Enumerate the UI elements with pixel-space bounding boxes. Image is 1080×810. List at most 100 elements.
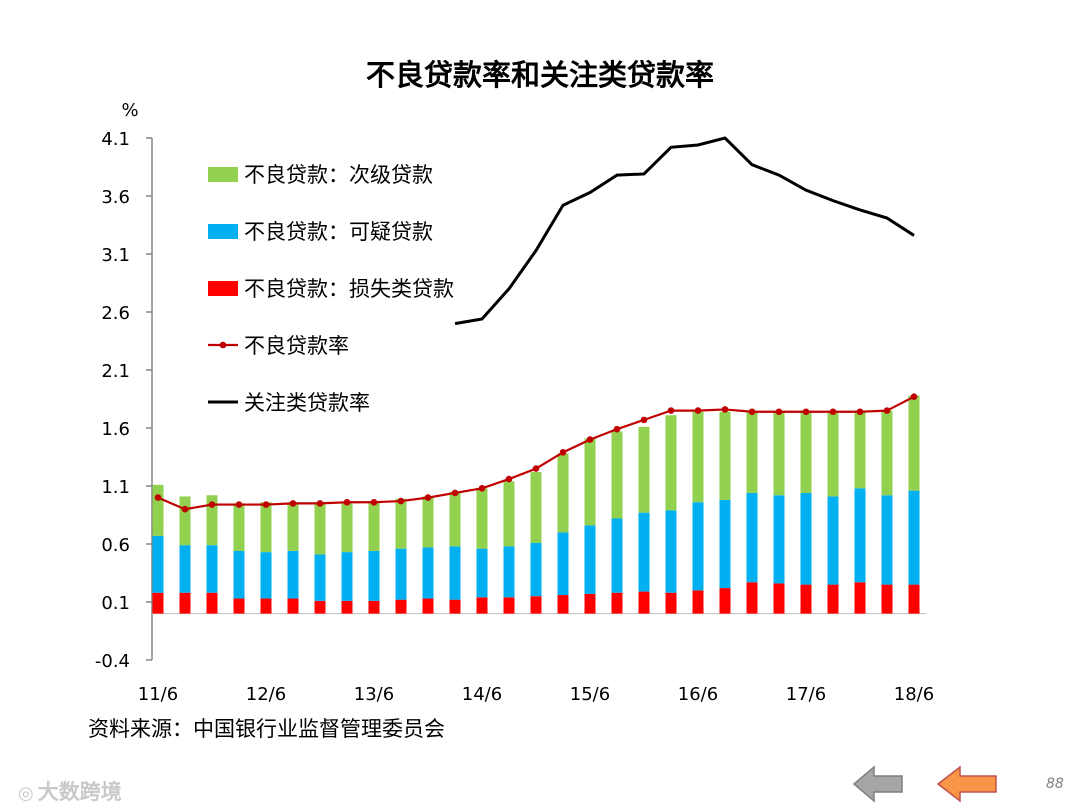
- bar-substandard: [638, 426, 650, 513]
- npl-ratio-marker: [208, 501, 216, 508]
- npl-ratio-marker: [235, 501, 243, 508]
- npl-ratio-marker: [424, 494, 432, 501]
- bar-substandard: [800, 410, 812, 493]
- npl-ratio-marker: [910, 393, 918, 400]
- bar-doubtful: [638, 512, 650, 592]
- page-number: 88: [1046, 776, 1064, 792]
- bar-doubtful: [800, 492, 812, 585]
- x-tick-label: 16/6: [678, 684, 718, 705]
- bar-doubtful: [719, 499, 731, 589]
- npl-ratio-marker: [883, 407, 891, 414]
- next-arrow-icon: [936, 765, 997, 803]
- bar-loss: [908, 584, 920, 614]
- bar-loss: [395, 599, 407, 614]
- npl-ratio-marker: [451, 489, 459, 497]
- bar-substandard: [368, 502, 380, 551]
- legend-label: 不良贷款率: [244, 334, 349, 358]
- y-tick-label: 1.6: [101, 419, 130, 440]
- bar-loss: [287, 598, 299, 614]
- bar-substandard: [557, 453, 569, 533]
- npl-ratio-marker: [370, 498, 378, 506]
- watermark: ◎ 大数跨境: [18, 776, 122, 806]
- y-tick-label: 2.6: [101, 303, 130, 324]
- x-tick-label: 17/6: [786, 684, 826, 705]
- bar-loss: [773, 583, 785, 614]
- bar-loss: [368, 600, 380, 614]
- y-tick-label: 1.1: [101, 477, 130, 498]
- y-tick-label: 0.6: [101, 535, 130, 556]
- bar-loss: [233, 598, 245, 614]
- bar-doubtful: [179, 545, 191, 593]
- npl-ratio-marker: [667, 407, 675, 414]
- bar-loss: [476, 597, 488, 614]
- bar-doubtful: [854, 488, 866, 583]
- bar-substandard: [584, 438, 596, 526]
- y-tick-label: -0.4: [95, 651, 130, 672]
- bar-doubtful: [584, 525, 596, 594]
- x-tick-label: 13/6: [354, 684, 394, 705]
- y-tick-label: 2.1: [101, 361, 130, 382]
- bar-substandard: [908, 395, 920, 491]
- bar-loss: [449, 599, 461, 614]
- bar-loss: [611, 592, 623, 614]
- bar-loss: [179, 592, 191, 614]
- bar-substandard: [611, 431, 623, 519]
- bar-loss: [260, 598, 272, 614]
- bar-doubtful: [665, 510, 677, 593]
- bar-loss: [827, 584, 839, 614]
- bar-loss: [692, 590, 704, 614]
- prev-arrow-icon: [852, 765, 903, 803]
- next-arrow-button[interactable]: [936, 764, 998, 804]
- prev-arrow-button[interactable]: [852, 764, 904, 804]
- bar-doubtful: [611, 518, 623, 593]
- bar-doubtful: [503, 546, 515, 598]
- bar-substandard: [179, 496, 191, 546]
- bar-substandard: [692, 411, 704, 503]
- bar-doubtful: [773, 495, 785, 584]
- bar-substandard: [827, 411, 839, 497]
- bar-doubtful: [476, 548, 488, 598]
- x-tick-label: 11/6: [138, 684, 178, 705]
- y-tick-label: 4.1: [101, 129, 130, 150]
- x-tick-label: 12/6: [246, 684, 286, 705]
- bar-doubtful: [233, 550, 245, 599]
- bar-substandard: [719, 411, 731, 500]
- bar-loss: [314, 600, 326, 614]
- bar-doubtful: [449, 546, 461, 600]
- legend-swatch: [208, 224, 238, 239]
- npl-ratio-marker: [478, 485, 486, 492]
- legend-swatch: [208, 281, 238, 296]
- bar-doubtful: [152, 535, 164, 593]
- bar-substandard: [665, 415, 677, 511]
- bar-substandard: [530, 472, 542, 543]
- bar-doubtful: [287, 550, 299, 599]
- bar-doubtful: [908, 490, 920, 585]
- bar-substandard: [881, 410, 893, 496]
- npl-ratio-marker: [532, 465, 540, 472]
- bar-substandard: [773, 411, 785, 496]
- bar-doubtful: [260, 552, 272, 599]
- bar-loss: [665, 592, 677, 614]
- npl-ratio-marker: [640, 416, 648, 424]
- legend-label: 不良贷款：损失类贷款: [244, 277, 454, 301]
- npl-ratio-marker: [343, 498, 351, 506]
- bar-loss: [152, 592, 164, 614]
- npl-ratio-marker: [505, 475, 513, 483]
- npl-ratio-marker: [289, 500, 297, 507]
- bar-loss: [503, 597, 515, 614]
- npl-ratio-marker: [613, 425, 621, 433]
- x-tick-label: 18/6: [894, 684, 934, 705]
- bar-loss: [746, 582, 758, 614]
- bar-doubtful: [557, 532, 569, 596]
- npl-ratio-marker: [775, 408, 783, 416]
- x-tick-label: 14/6: [462, 684, 502, 705]
- bar-loss: [719, 588, 731, 614]
- bar-loss: [422, 598, 434, 614]
- bar-substandard: [206, 495, 218, 546]
- legend-marker: [219, 341, 227, 349]
- bar-doubtful: [881, 495, 893, 585]
- bar-doubtful: [206, 545, 218, 593]
- bar-loss: [881, 584, 893, 614]
- legend-label: 不良贷款：次级贷款: [244, 163, 433, 187]
